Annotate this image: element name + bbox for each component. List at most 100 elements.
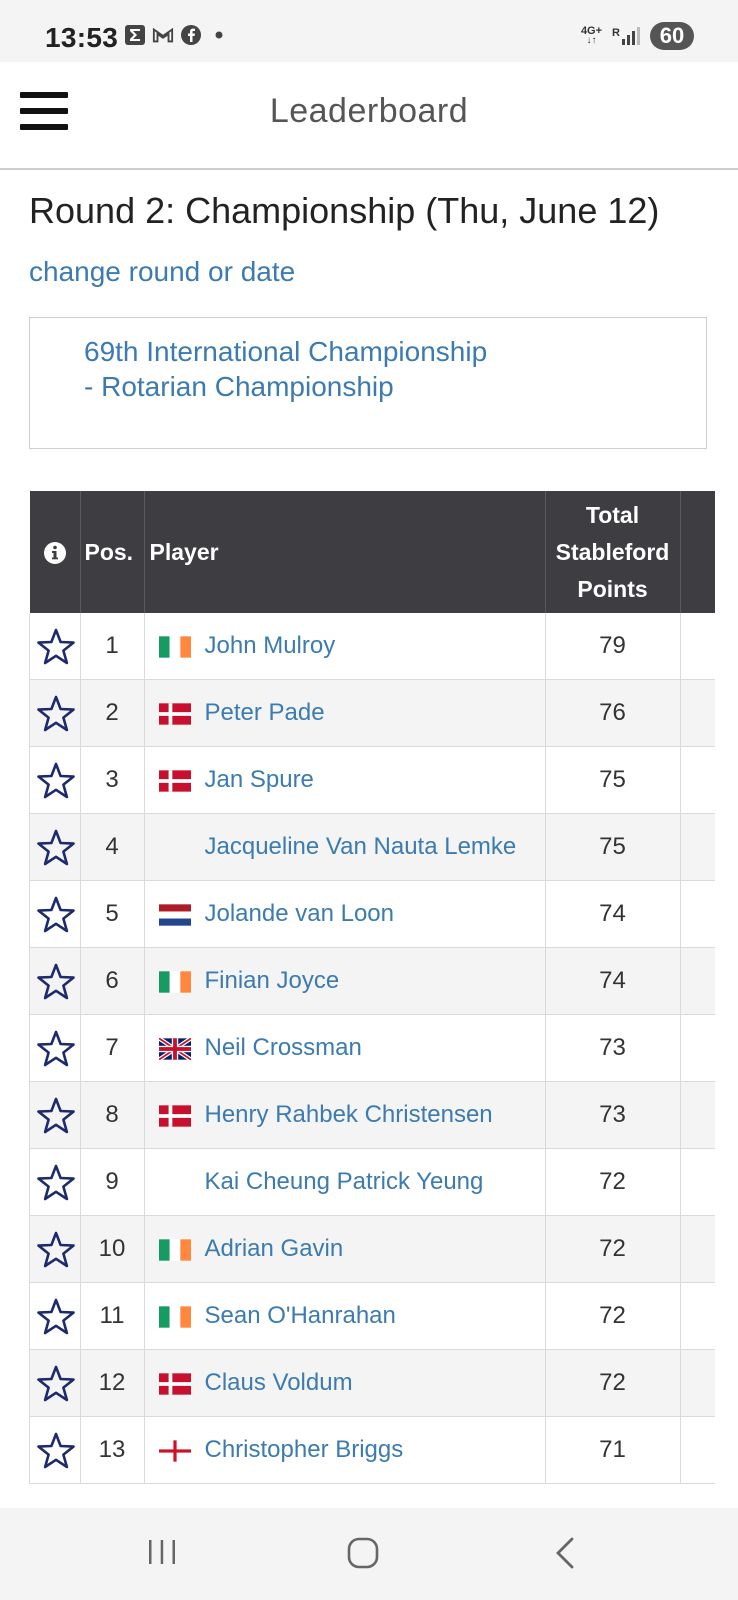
- system-nav-bar: [0, 1508, 738, 1600]
- player-name-link[interactable]: John Mulroy: [204, 632, 336, 659]
- back-icon[interactable]: [552, 1536, 578, 1575]
- points-header: Total Stableford Points: [545, 491, 681, 613]
- position-cell: 11: [80, 1282, 145, 1350]
- extra-cell: [680, 1148, 715, 1216]
- hamburger-icon[interactable]: [20, 92, 68, 136]
- event-selector: 69th International Championship - Rotari…: [29, 317, 707, 449]
- points-cell: 76: [545, 679, 681, 747]
- favorite-cell: [29, 947, 81, 1015]
- position-cell: 2: [80, 679, 145, 747]
- info-icon[interactable]: [43, 541, 67, 565]
- info-header[interactable]: [29, 491, 81, 613]
- home-icon[interactable]: [346, 1536, 380, 1575]
- status-bar: 13:53 4G+ ↓↑ R 60: [0, 0, 738, 62]
- change-round-link[interactable]: change round or date: [29, 256, 296, 287]
- player-name-link[interactable]: Neil Crossman: [204, 1034, 362, 1061]
- points-cell: 73: [545, 1081, 681, 1149]
- player-name-link[interactable]: Finian Joyce: [204, 967, 340, 994]
- position-cell: 10: [80, 1215, 145, 1283]
- star-outline-icon[interactable]: [36, 1431, 75, 1469]
- star-outline-icon[interactable]: [36, 895, 75, 933]
- points-cell: 74: [545, 947, 681, 1015]
- favorite-cell: [29, 813, 81, 881]
- favorite-cell: [29, 1148, 81, 1216]
- extra-cell: [680, 1349, 715, 1417]
- player-cell: Christopher Briggs: [144, 1416, 546, 1484]
- player-name-link[interactable]: Claus Voldum: [204, 1369, 353, 1396]
- player-name-link[interactable]: Kai Cheung Patrick Yeung: [204, 1168, 484, 1195]
- star-outline-icon[interactable]: [36, 1163, 75, 1201]
- position-cell: 7: [80, 1014, 145, 1082]
- table-row: 3 Jan Spure 75: [29, 746, 715, 814]
- player-cell: Finian Joyce: [144, 947, 546, 1015]
- flag-united-kingdom-icon: [157, 1036, 192, 1062]
- flag-denmark-icon: [158, 769, 191, 792]
- star-outline-icon[interactable]: [36, 828, 75, 866]
- player-cell: John Mulroy: [144, 613, 546, 680]
- table-row: 6 Finian Joyce 74: [29, 947, 715, 1015]
- star-outline-icon[interactable]: [36, 761, 75, 799]
- table-row: 11 Sean O'Hanrahan 72: [29, 1282, 715, 1350]
- star-outline-icon[interactable]: [36, 1230, 75, 1268]
- table-row: 8 Henry Rahbek Christensen 73: [29, 1081, 715, 1149]
- flag-england-icon: [158, 1439, 191, 1462]
- table-row: 12 Claus Voldum 72: [29, 1349, 715, 1417]
- star-outline-icon[interactable]: [36, 1029, 75, 1067]
- player-name-link[interactable]: Jacqueline Van Nauta Lemke: [204, 833, 517, 860]
- flag-denmark-icon: [158, 702, 191, 725]
- dot-icon: [208, 24, 230, 46]
- player-name-link[interactable]: Henry Rahbek Christensen: [204, 1101, 493, 1128]
- star-outline-icon[interactable]: [36, 1096, 75, 1134]
- favorite-cell: [29, 1081, 81, 1149]
- points-cell: 72: [545, 1282, 681, 1350]
- player-cell: Jolande van Loon: [144, 880, 546, 948]
- extra-cell: [680, 1282, 715, 1350]
- points-cell: 79: [545, 613, 681, 680]
- favorite-cell: [29, 746, 81, 814]
- extra-cell: [680, 880, 715, 948]
- roaming-label: R: [612, 27, 620, 39]
- table-header-row: Pos. Player Total Stableford Points: [29, 491, 715, 613]
- table-row: 13 Christopher Briggs 71: [29, 1416, 715, 1484]
- flag-ireland-icon: [158, 1238, 191, 1261]
- player-cell: Jan Spure: [144, 746, 546, 814]
- player-name-link[interactable]: Adrian Gavin: [204, 1235, 344, 1262]
- favorite-cell: [29, 1014, 81, 1082]
- table-row: 1 John Mulroy 79: [29, 613, 715, 680]
- event-name-link[interactable]: 69th International Championship - Rotari…: [84, 336, 488, 402]
- table-row: 5 Jolande van Loon 74: [29, 880, 715, 948]
- star-outline-icon[interactable]: [36, 694, 75, 732]
- star-outline-icon[interactable]: [36, 627, 75, 665]
- extra-cell: [680, 746, 715, 814]
- recents-icon[interactable]: [146, 1536, 178, 1573]
- favorite-cell: [29, 1349, 81, 1417]
- network-indicator: 4G+ ↓↑: [580, 25, 603, 46]
- favorite-cell: [29, 679, 81, 747]
- player-name-link[interactable]: Jolande van Loon: [204, 900, 395, 927]
- player-cell: Henry Rahbek Christensen: [144, 1081, 546, 1149]
- player-name-link[interactable]: Jan Spure: [204, 766, 314, 793]
- extra-cell: [680, 1081, 715, 1149]
- player-name-link[interactable]: Christopher Briggs: [204, 1436, 404, 1463]
- player-name-link[interactable]: Sean O'Hanrahan: [204, 1302, 396, 1329]
- sigma-app-icon: [124, 24, 146, 46]
- extra-cell: [680, 679, 715, 747]
- points-cell: 75: [545, 813, 681, 881]
- star-outline-icon[interactable]: [36, 1364, 75, 1402]
- points-cell: 74: [545, 880, 681, 948]
- star-outline-icon[interactable]: [36, 962, 75, 1000]
- position-cell: 9: [80, 1148, 145, 1216]
- points-cell: 72: [545, 1148, 681, 1216]
- table-row: 9 Kai Cheung Patrick Yeung 72: [29, 1148, 715, 1216]
- flag-ireland-icon: [158, 970, 191, 993]
- favorite-cell: [29, 1282, 81, 1350]
- table-row: 10 Adrian Gavin 72: [29, 1215, 715, 1283]
- points-cell: 71: [545, 1416, 681, 1484]
- position-cell: 8: [80, 1081, 145, 1149]
- player-name-link[interactable]: Peter Pade: [204, 699, 325, 726]
- battery-indicator: 60: [650, 22, 694, 50]
- player-cell: Sean O'Hanrahan: [144, 1282, 546, 1350]
- star-outline-icon[interactable]: [36, 1297, 75, 1335]
- player-header: Player: [144, 491, 546, 613]
- points-cell: 72: [545, 1349, 681, 1417]
